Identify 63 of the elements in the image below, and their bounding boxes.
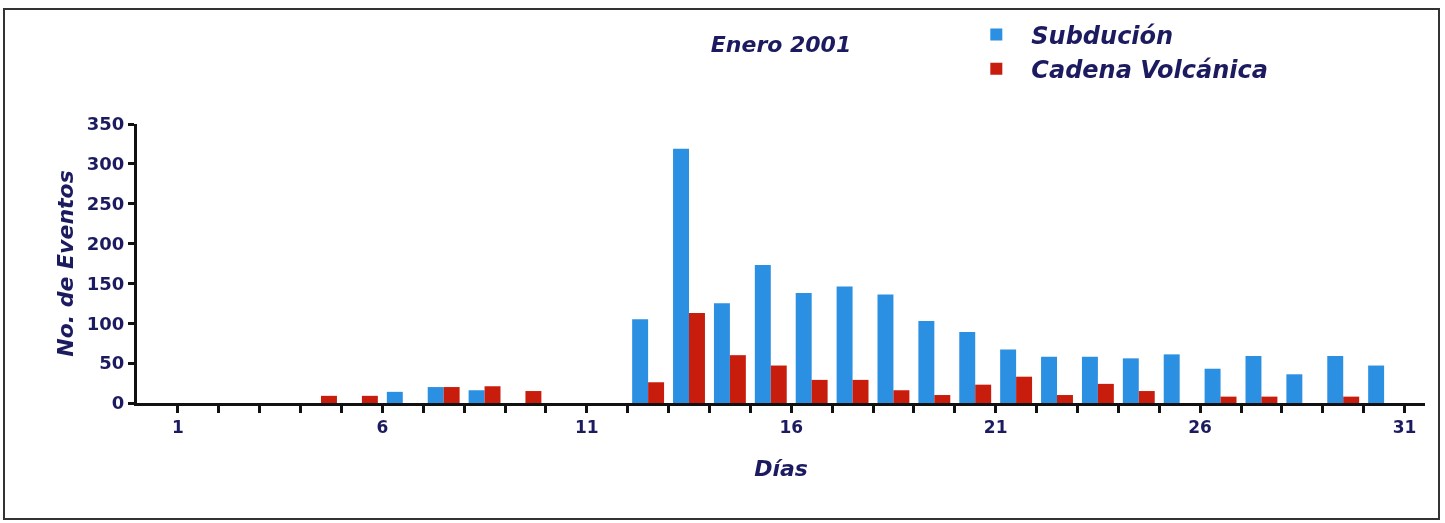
bar (754, 265, 771, 403)
bar (811, 379, 828, 403)
bar (1097, 383, 1114, 403)
bar (877, 294, 894, 403)
bar (361, 395, 378, 403)
y-tick-label: 350 (86, 113, 125, 135)
bar (484, 386, 501, 403)
bar (386, 391, 403, 403)
bar (893, 390, 910, 403)
x-tick-label: 31 (1392, 417, 1417, 438)
x-tick-label: 21 (983, 417, 1008, 438)
y-tick-label: 300 (86, 153, 125, 175)
bar (427, 387, 444, 403)
x-tick-label: 1 (171, 417, 184, 438)
bar (918, 320, 935, 403)
x-tick-label: 26 (1188, 417, 1212, 438)
bar (959, 332, 976, 403)
y-tick-label: 0 (111, 392, 125, 414)
x-tick-label: 11 (574, 417, 599, 438)
y-tick-label: 200 (86, 232, 125, 254)
bar (1245, 355, 1262, 403)
bar (795, 292, 812, 403)
x-tick-label: 16 (779, 417, 804, 438)
y-tick-label: 50 (99, 352, 125, 374)
x-axis-title: Días (754, 456, 808, 482)
bar (1138, 391, 1155, 403)
bar (1057, 395, 1073, 403)
bar (1041, 356, 1057, 403)
bar (1261, 396, 1278, 403)
bar (1343, 396, 1360, 403)
bar (1081, 356, 1098, 403)
bar (648, 382, 665, 403)
bar (975, 384, 992, 403)
bar (468, 390, 485, 403)
bar (632, 319, 649, 403)
bar (934, 395, 951, 403)
legend-label: Cadena Volcánica (1031, 56, 1268, 85)
chart-title: Enero 2001 (710, 32, 852, 58)
bar (1368, 365, 1385, 403)
bar (729, 355, 746, 403)
bar (1286, 374, 1303, 403)
y-axis-title: No. de Eventos (52, 170, 78, 357)
y-tick-label: 100 (86, 312, 125, 334)
bar (1163, 354, 1180, 403)
x-tick-label: 6 (376, 417, 389, 438)
legend-label: Subdución (1031, 21, 1174, 50)
bar (1122, 358, 1139, 403)
bar (1204, 368, 1221, 403)
bar (1016, 376, 1033, 403)
y-tick-label: 250 (86, 193, 125, 215)
bar (673, 148, 689, 403)
bar (852, 379, 869, 403)
bar (321, 395, 337, 403)
y-tick-label: 150 (86, 272, 125, 294)
bar (443, 387, 460, 403)
bar (713, 303, 730, 403)
bar (525, 391, 542, 403)
bar (1327, 355, 1344, 403)
bar (836, 286, 853, 403)
bar (1000, 349, 1017, 403)
bar (1220, 396, 1237, 403)
bar (770, 365, 787, 403)
bar (689, 312, 705, 403)
